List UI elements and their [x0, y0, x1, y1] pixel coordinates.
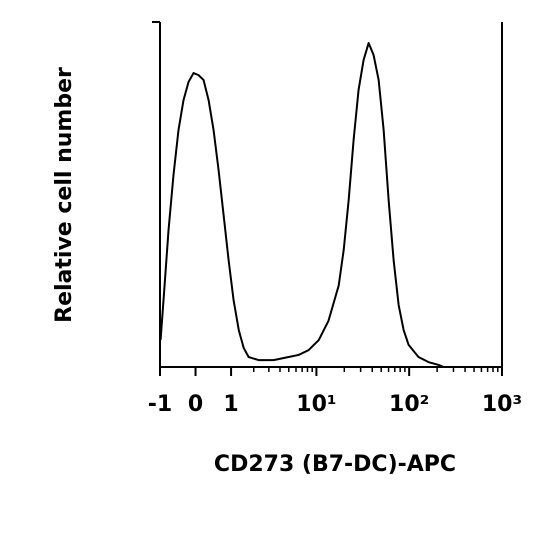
y-axis-label: Relative cell number: [52, 67, 77, 323]
x-tick-label: 1: [223, 392, 238, 417]
x-tick-label: -1: [148, 392, 172, 417]
x-axis-label: CD273 (B7-DC)-APC: [214, 452, 456, 477]
x-tick-label: 10¹: [296, 392, 336, 417]
x-tick-label: 10²: [389, 392, 429, 417]
histogram-line: [159, 42, 444, 368]
x-tick-label: 10³: [482, 392, 522, 417]
x-tick-label: 0: [188, 392, 203, 417]
